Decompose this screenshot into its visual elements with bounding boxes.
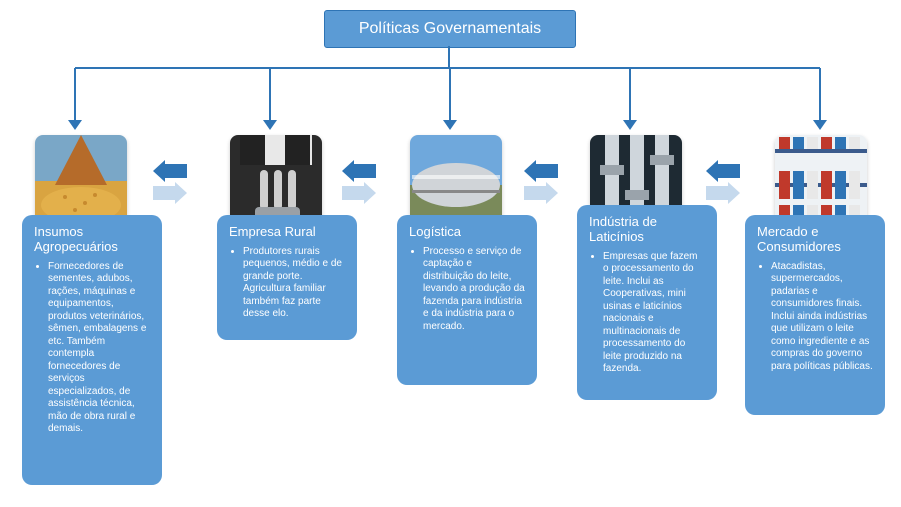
photo-insumos — [35, 135, 127, 227]
card-item: Fornecedores de sementes, adubos, rações… — [48, 261, 150, 436]
photo-empresa — [230, 135, 322, 227]
card-item: Produtores rurais pequenos, médio e de g… — [243, 246, 345, 321]
card-item: Empresas que fazem o processamento do le… — [603, 251, 705, 376]
card-list-mercado: Atacadistas, supermercados, padarias e c… — [757, 261, 873, 374]
card-empresa: Empresa Rural Produtores rurais pequenos,… — [217, 215, 357, 340]
flow-arrow-light-2 — [524, 182, 558, 204]
card-title-empresa: Empresa Rural — [229, 225, 345, 240]
flow-arrow-dark-2 — [524, 160, 558, 182]
card-industria: Indústria de Laticínios Empresas que faze… — [577, 205, 717, 400]
card-list-empresa: Produtores rurais pequenos, médio e de g… — [229, 246, 345, 321]
card-item: Atacadistas, supermercados, padarias e c… — [771, 261, 873, 374]
title-label: Políticas Governamentais — [359, 20, 541, 38]
flow-arrow-light-0 — [153, 182, 187, 204]
title-box: Políticas Governamentais — [324, 10, 576, 48]
card-list-logistica: Processo e serviço de captação e distrib… — [409, 246, 525, 334]
flow-arrow-dark-1 — [342, 160, 376, 182]
diagram-stage: Políticas Governamentais Insumos Agropec… — [0, 0, 901, 507]
card-mercado: Mercado e Consumidores Atacadistas, super… — [745, 215, 885, 415]
flow-arrow-dark-0 — [153, 160, 187, 182]
card-title-industria: Indústria de Laticínios — [589, 215, 705, 245]
flow-arrow-dark-3 — [706, 160, 740, 182]
card-title-mercado: Mercado e Consumidores — [757, 225, 873, 255]
card-title-insumos: Insumos Agropecuários — [34, 225, 150, 255]
flow-arrow-light-3 — [706, 182, 740, 204]
card-logistica: Logística Processo e serviço de captação … — [397, 215, 537, 385]
photo-logistica — [410, 135, 502, 227]
card-insumos: Insumos Agropecuários Fornecedores de sem… — [22, 215, 162, 485]
card-title-logistica: Logística — [409, 225, 525, 240]
photo-mercado — [775, 135, 867, 227]
card-item: Processo e serviço de captação e distrib… — [423, 246, 525, 334]
card-list-insumos: Fornecedores de sementes, adubos, rações… — [34, 261, 150, 436]
flow-arrow-light-1 — [342, 182, 376, 204]
card-list-industria: Empresas que fazem o processamento do le… — [589, 251, 705, 376]
